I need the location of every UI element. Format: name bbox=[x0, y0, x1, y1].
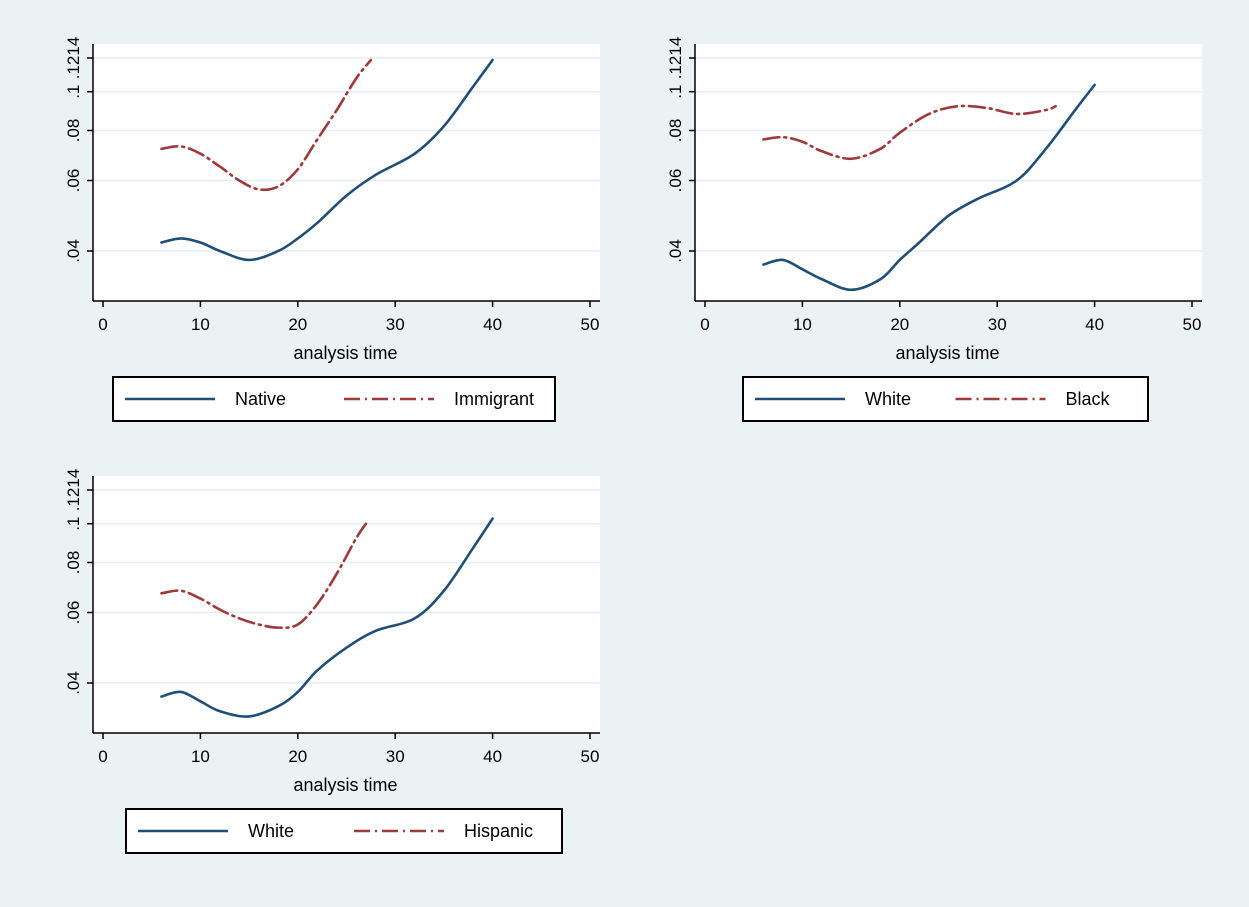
legend-label: Native bbox=[235, 389, 286, 409]
y-tick-label: .1214 bbox=[64, 37, 83, 80]
chart-panel-2: .04 .06 .08 .1 .1214 0 10 20 30 40 50 analysis time… bbox=[666, 37, 1202, 422]
x-axis-label: analysis time bbox=[895, 343, 999, 363]
legend-label: White bbox=[865, 389, 911, 409]
x-tick-label: 30 bbox=[988, 315, 1007, 334]
y-tick-label: .1214 bbox=[666, 37, 685, 80]
y-tick-label: .1 bbox=[64, 517, 83, 531]
series-line-black bbox=[762, 104, 1057, 161]
y-tick-label: .06 bbox=[64, 169, 83, 193]
plot-area bbox=[93, 44, 600, 301]
y-tick-label: .04 bbox=[666, 239, 685, 263]
x-tick-label: 40 bbox=[1085, 315, 1104, 334]
series-line-immigrant bbox=[160, 58, 373, 192]
y-tick-label: .06 bbox=[64, 601, 83, 625]
x-axis-label: analysis time bbox=[293, 343, 397, 363]
x-axis-label: analysis time bbox=[293, 775, 397, 795]
x-tick-label: 20 bbox=[890, 315, 909, 334]
y-tick-label: .08 bbox=[666, 119, 685, 143]
y-tick-label: .06 bbox=[666, 169, 685, 193]
x-tick-label: 50 bbox=[1183, 315, 1202, 334]
x-tick-label: 20 bbox=[288, 747, 307, 766]
legend-label: White bbox=[248, 821, 294, 841]
y-tick-label: .08 bbox=[64, 551, 83, 575]
y-tick-label: .1 bbox=[64, 85, 83, 99]
series-line-native bbox=[160, 58, 494, 262]
legend-label: Black bbox=[1066, 389, 1111, 409]
x-tick-label: 0 bbox=[98, 747, 107, 766]
plot-area bbox=[695, 44, 1202, 301]
chart-panel-3: .04 .06 .08 .1 .1214 0 10 20 30 40 50 analysis time… bbox=[64, 469, 600, 854]
y-tick-label: .04 bbox=[64, 239, 83, 263]
series-line-white bbox=[762, 83, 1096, 292]
y-tick-label: .1214 bbox=[64, 469, 83, 512]
x-tick-label: 0 bbox=[700, 315, 709, 334]
legend-label: Immigrant bbox=[454, 389, 534, 409]
x-tick-label: 40 bbox=[483, 747, 502, 766]
x-tick-label: 50 bbox=[581, 747, 600, 766]
x-tick-label: 10 bbox=[191, 747, 210, 766]
chart-panel-1: .04 .06 .08 .1 .1214 0 10 20 30 40 50 analysis time… bbox=[64, 37, 600, 422]
x-tick-label: 40 bbox=[483, 315, 502, 334]
y-tick-label: .08 bbox=[64, 119, 83, 143]
x-tick-label: 0 bbox=[98, 315, 107, 334]
series-line-white bbox=[160, 517, 494, 718]
y-tick-label: .04 bbox=[64, 671, 83, 695]
x-tick-label: 20 bbox=[288, 315, 307, 334]
series-line-hispanic bbox=[160, 522, 368, 629]
y-tick-label: .1 bbox=[666, 85, 685, 99]
plot-area bbox=[93, 476, 600, 733]
x-tick-label: 10 bbox=[191, 315, 210, 334]
x-tick-label: 30 bbox=[386, 315, 405, 334]
x-tick-label: 30 bbox=[386, 747, 405, 766]
x-tick-label: 10 bbox=[793, 315, 812, 334]
x-tick-label: 50 bbox=[581, 315, 600, 334]
legend-label: Hispanic bbox=[464, 821, 533, 841]
